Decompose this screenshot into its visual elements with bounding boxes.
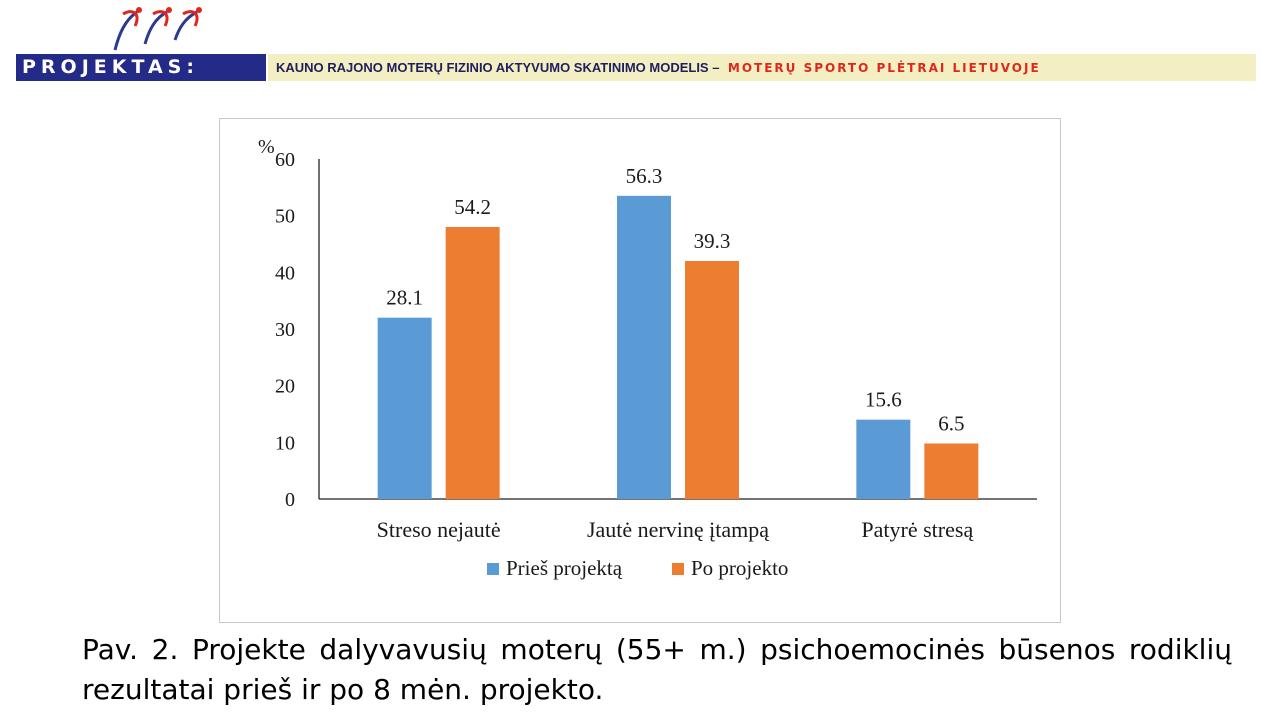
legend-swatch [487, 563, 499, 575]
bar-after [445, 227, 500, 499]
x-category-label: Patyrė stresą [861, 517, 973, 542]
y-tick-label: 10 [275, 432, 295, 454]
y-tick-label: 60 [275, 149, 295, 171]
project-subtitle: KAUNO RAJONO MOTERŲ FIZINIO AKTYVUMO SKA… [268, 54, 1256, 81]
legend-label: Po projekto [691, 556, 788, 580]
bar-chart: 0 10 20 30 40 50 60% 28.1 54.2 Streso nejautė 56.3… [258, 136, 1037, 580]
y-tick-label: 50 [275, 206, 295, 228]
bar-before [856, 419, 911, 499]
project-logo [113, 7, 202, 51]
y-tick-label: 40 [275, 262, 295, 284]
project-subtitle-accent: MOTERŲ SPORTO PLĖTRAI LIETUVOJE [727, 61, 1041, 75]
data-label: 56.3 [626, 164, 663, 188]
y-tick-label: 20 [275, 376, 295, 398]
bar-after [685, 261, 739, 499]
bar-before [617, 195, 671, 499]
legend-label: Prieš projektą [506, 556, 623, 580]
project-subtitle-main: KAUNO RAJONO MOTERŲ FIZINIO AKTYVUMO SKA… [276, 60, 720, 75]
bar-before [377, 317, 432, 499]
y-axis-label: % [258, 136, 275, 158]
x-category-label: Jautė nervinę įtampą [587, 517, 769, 542]
y-tick-label: 30 [275, 319, 295, 341]
data-label: 15.6 [865, 388, 902, 412]
data-label: 28.1 [386, 286, 423, 310]
figure-caption: Pav. 2. Projekte dalyvavusių moterų (55+… [82, 633, 1232, 706]
legend-swatch [672, 563, 684, 575]
x-category-label: Streso nejautė [377, 517, 501, 542]
chart-frame: 0 10 20 30 40 50 60% 28.1 54.2 Streso nejautė 56.3… [219, 118, 1061, 623]
data-label: 39.3 [694, 229, 731, 253]
bar-after [924, 443, 979, 499]
data-label: 54.2 [454, 195, 491, 219]
y-tick-label: 0 [285, 489, 295, 511]
project-label: PROJEKTAS: [16, 54, 266, 81]
data-label: 6.5 [938, 411, 964, 435]
